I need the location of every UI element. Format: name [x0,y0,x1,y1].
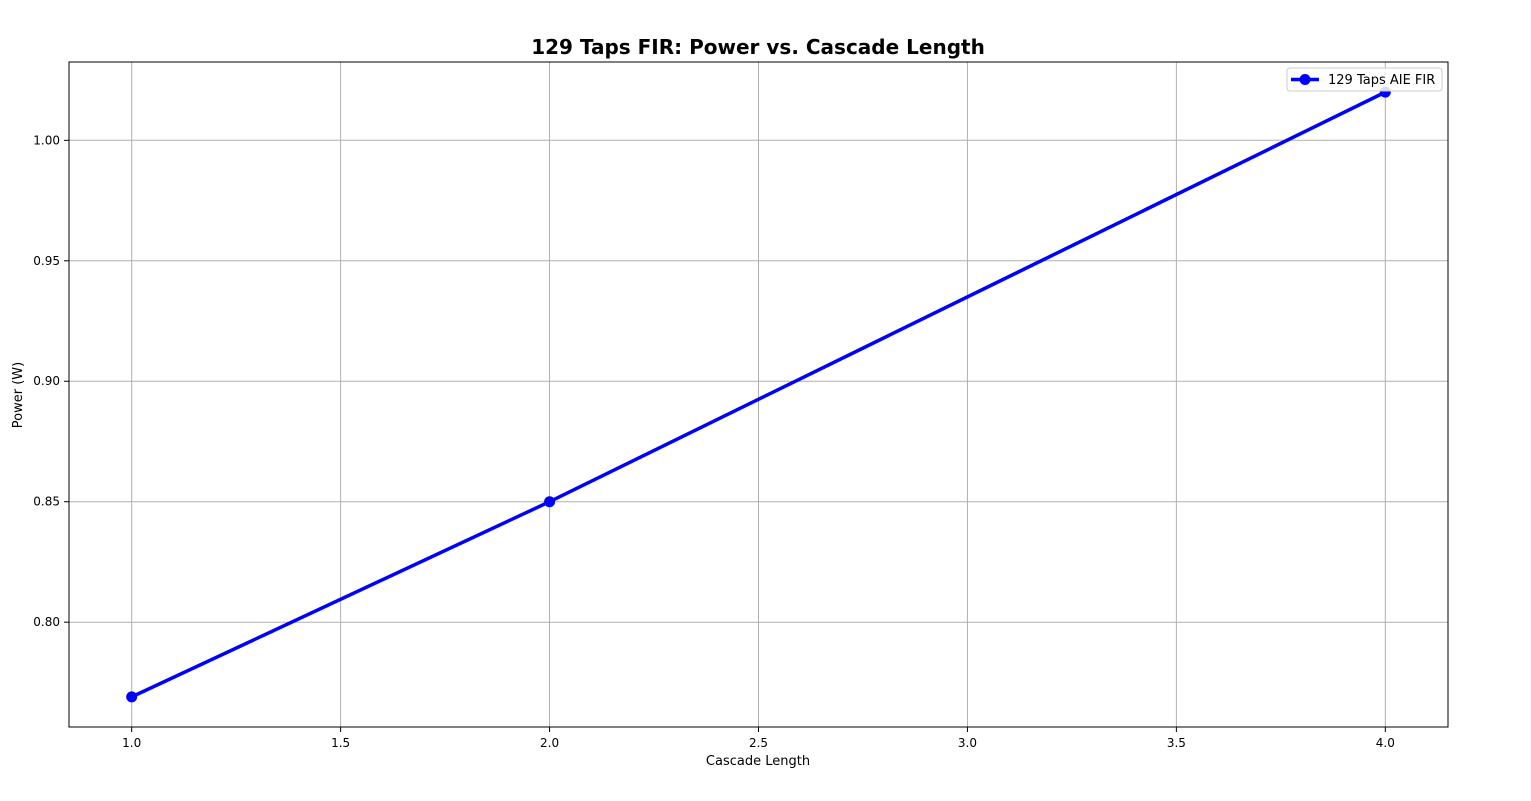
x-tick-label: 3.5 [1167,736,1186,750]
x-tick-label: 2.5 [749,736,768,750]
y-tick-label: 0.95 [33,254,60,268]
y-tick-label: 0.85 [33,495,60,509]
x-axis-label: Cascade Length [706,754,810,769]
y-axis-label: Power (W) [11,362,26,428]
x-tick-label: 3.0 [958,736,977,750]
plot-frame [68,61,1449,728]
x-tick-label: 4.0 [1376,736,1395,750]
legend-marker-icon [1299,74,1311,85]
chart-title: 129 Taps FIR: Power vs. Cascade Length [531,35,985,59]
y-tick-label: 1.00 [33,133,60,147]
axis-ticks: 1.0 1.5 2.0 2.5 3.0 3.5 4.0 0.80 0.85 0.90 0.95 1.0… [33,133,1395,750]
y-tick-label: 0.90 [33,374,60,388]
data-point [126,691,138,703]
legend-box [1286,67,1443,92]
x-tick-label: 1.0 [122,736,141,750]
legend-label: 129 Taps AIE FIR [1328,73,1435,88]
y-tick-label: 0.80 [33,615,60,629]
legend: 129 Taps AIE FIR [1286,67,1443,92]
data-point [544,496,556,508]
x-tick-label: 2.0 [540,736,559,750]
x-tick-label: 1.5 [331,736,350,750]
grid [69,62,1448,727]
